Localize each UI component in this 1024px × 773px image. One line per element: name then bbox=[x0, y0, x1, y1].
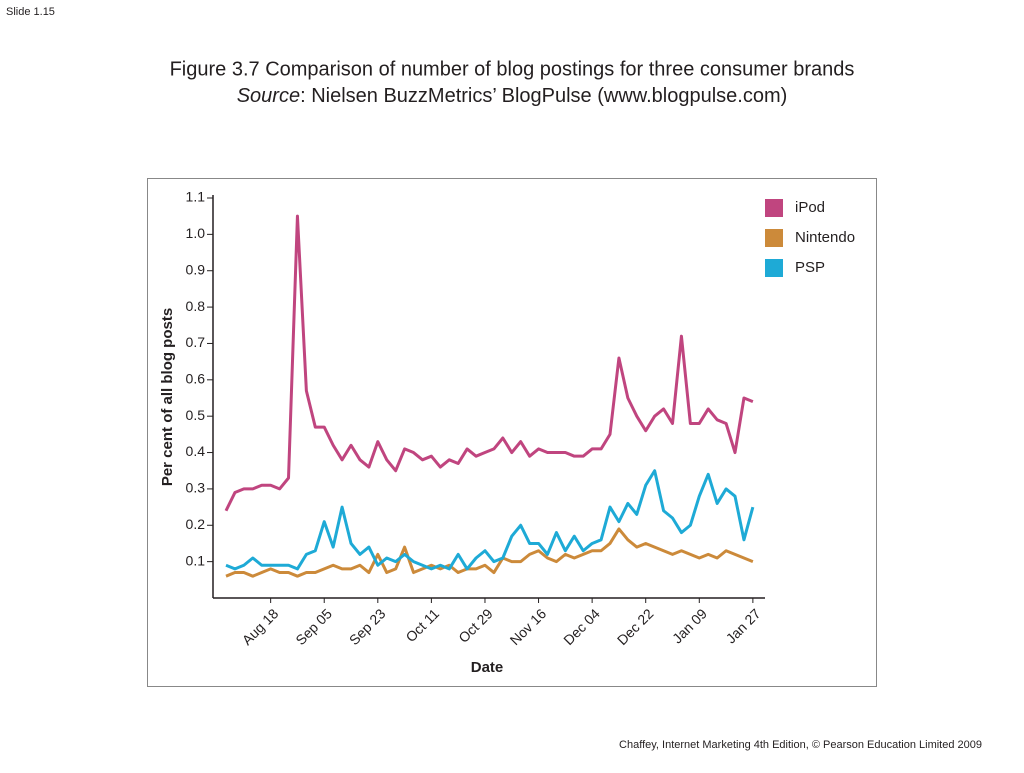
x-tick-label: Dec 22 bbox=[614, 605, 657, 648]
x-tick-label: Sep 05 bbox=[292, 605, 335, 648]
figure-source: Source: Nielsen BuzzMetrics’ BlogPulse (… bbox=[237, 85, 788, 107]
y-tick-label: 1.1 bbox=[186, 189, 206, 205]
y-tick-label: 0.7 bbox=[186, 334, 206, 350]
series-line bbox=[225, 469, 755, 571]
x-tick-label: Aug 18 bbox=[239, 605, 282, 648]
y-tick-label: 0.3 bbox=[186, 480, 206, 496]
legend-swatch bbox=[765, 259, 783, 277]
figure-title: Figure 3.7 Comparison of number of blog … bbox=[170, 58, 855, 80]
x-tick-label: Jan 09 bbox=[669, 605, 710, 646]
legend-label: iPod bbox=[795, 199, 825, 216]
chart-frame bbox=[147, 178, 877, 687]
y-tick-label: 0.8 bbox=[186, 298, 206, 314]
x-tick-label: Oct 29 bbox=[455, 605, 496, 646]
y-tick-label: 0.2 bbox=[186, 516, 206, 532]
y-tick-label: 1.0 bbox=[186, 225, 206, 241]
y-tick-label: 0.5 bbox=[186, 407, 206, 423]
x-axis-label: Date bbox=[471, 659, 504, 676]
legend-swatch bbox=[765, 199, 783, 217]
source-text: : Nielsen BuzzMetrics’ BlogPulse (www.bl… bbox=[300, 85, 787, 107]
series-line bbox=[224, 214, 754, 512]
x-tick-label: Dec 04 bbox=[560, 605, 603, 648]
y-tick-label: 0.4 bbox=[186, 443, 206, 459]
slide-number: Slide 1.15 bbox=[6, 6, 55, 18]
x-tick-label: Oct 11 bbox=[402, 605, 442, 645]
series-line bbox=[225, 527, 754, 578]
y-axis-label: Per cent of all blog posts bbox=[159, 308, 176, 486]
x-tick-label: Nov 16 bbox=[507, 605, 550, 648]
legend-swatch bbox=[765, 229, 783, 247]
y-tick-label: 0.6 bbox=[186, 371, 206, 387]
legend-label: PSP bbox=[795, 259, 825, 276]
y-tick-label: 0.1 bbox=[186, 552, 206, 568]
source-label: Source bbox=[237, 85, 300, 107]
x-tick-label: Sep 23 bbox=[346, 605, 389, 648]
y-tick-label: 0.9 bbox=[186, 261, 206, 277]
legend-label: Nintendo bbox=[795, 229, 855, 246]
footer: Chaffey, Internet Marketing 4th Edition,… bbox=[619, 739, 982, 751]
x-tick-label: Jan 27 bbox=[723, 605, 764, 646]
